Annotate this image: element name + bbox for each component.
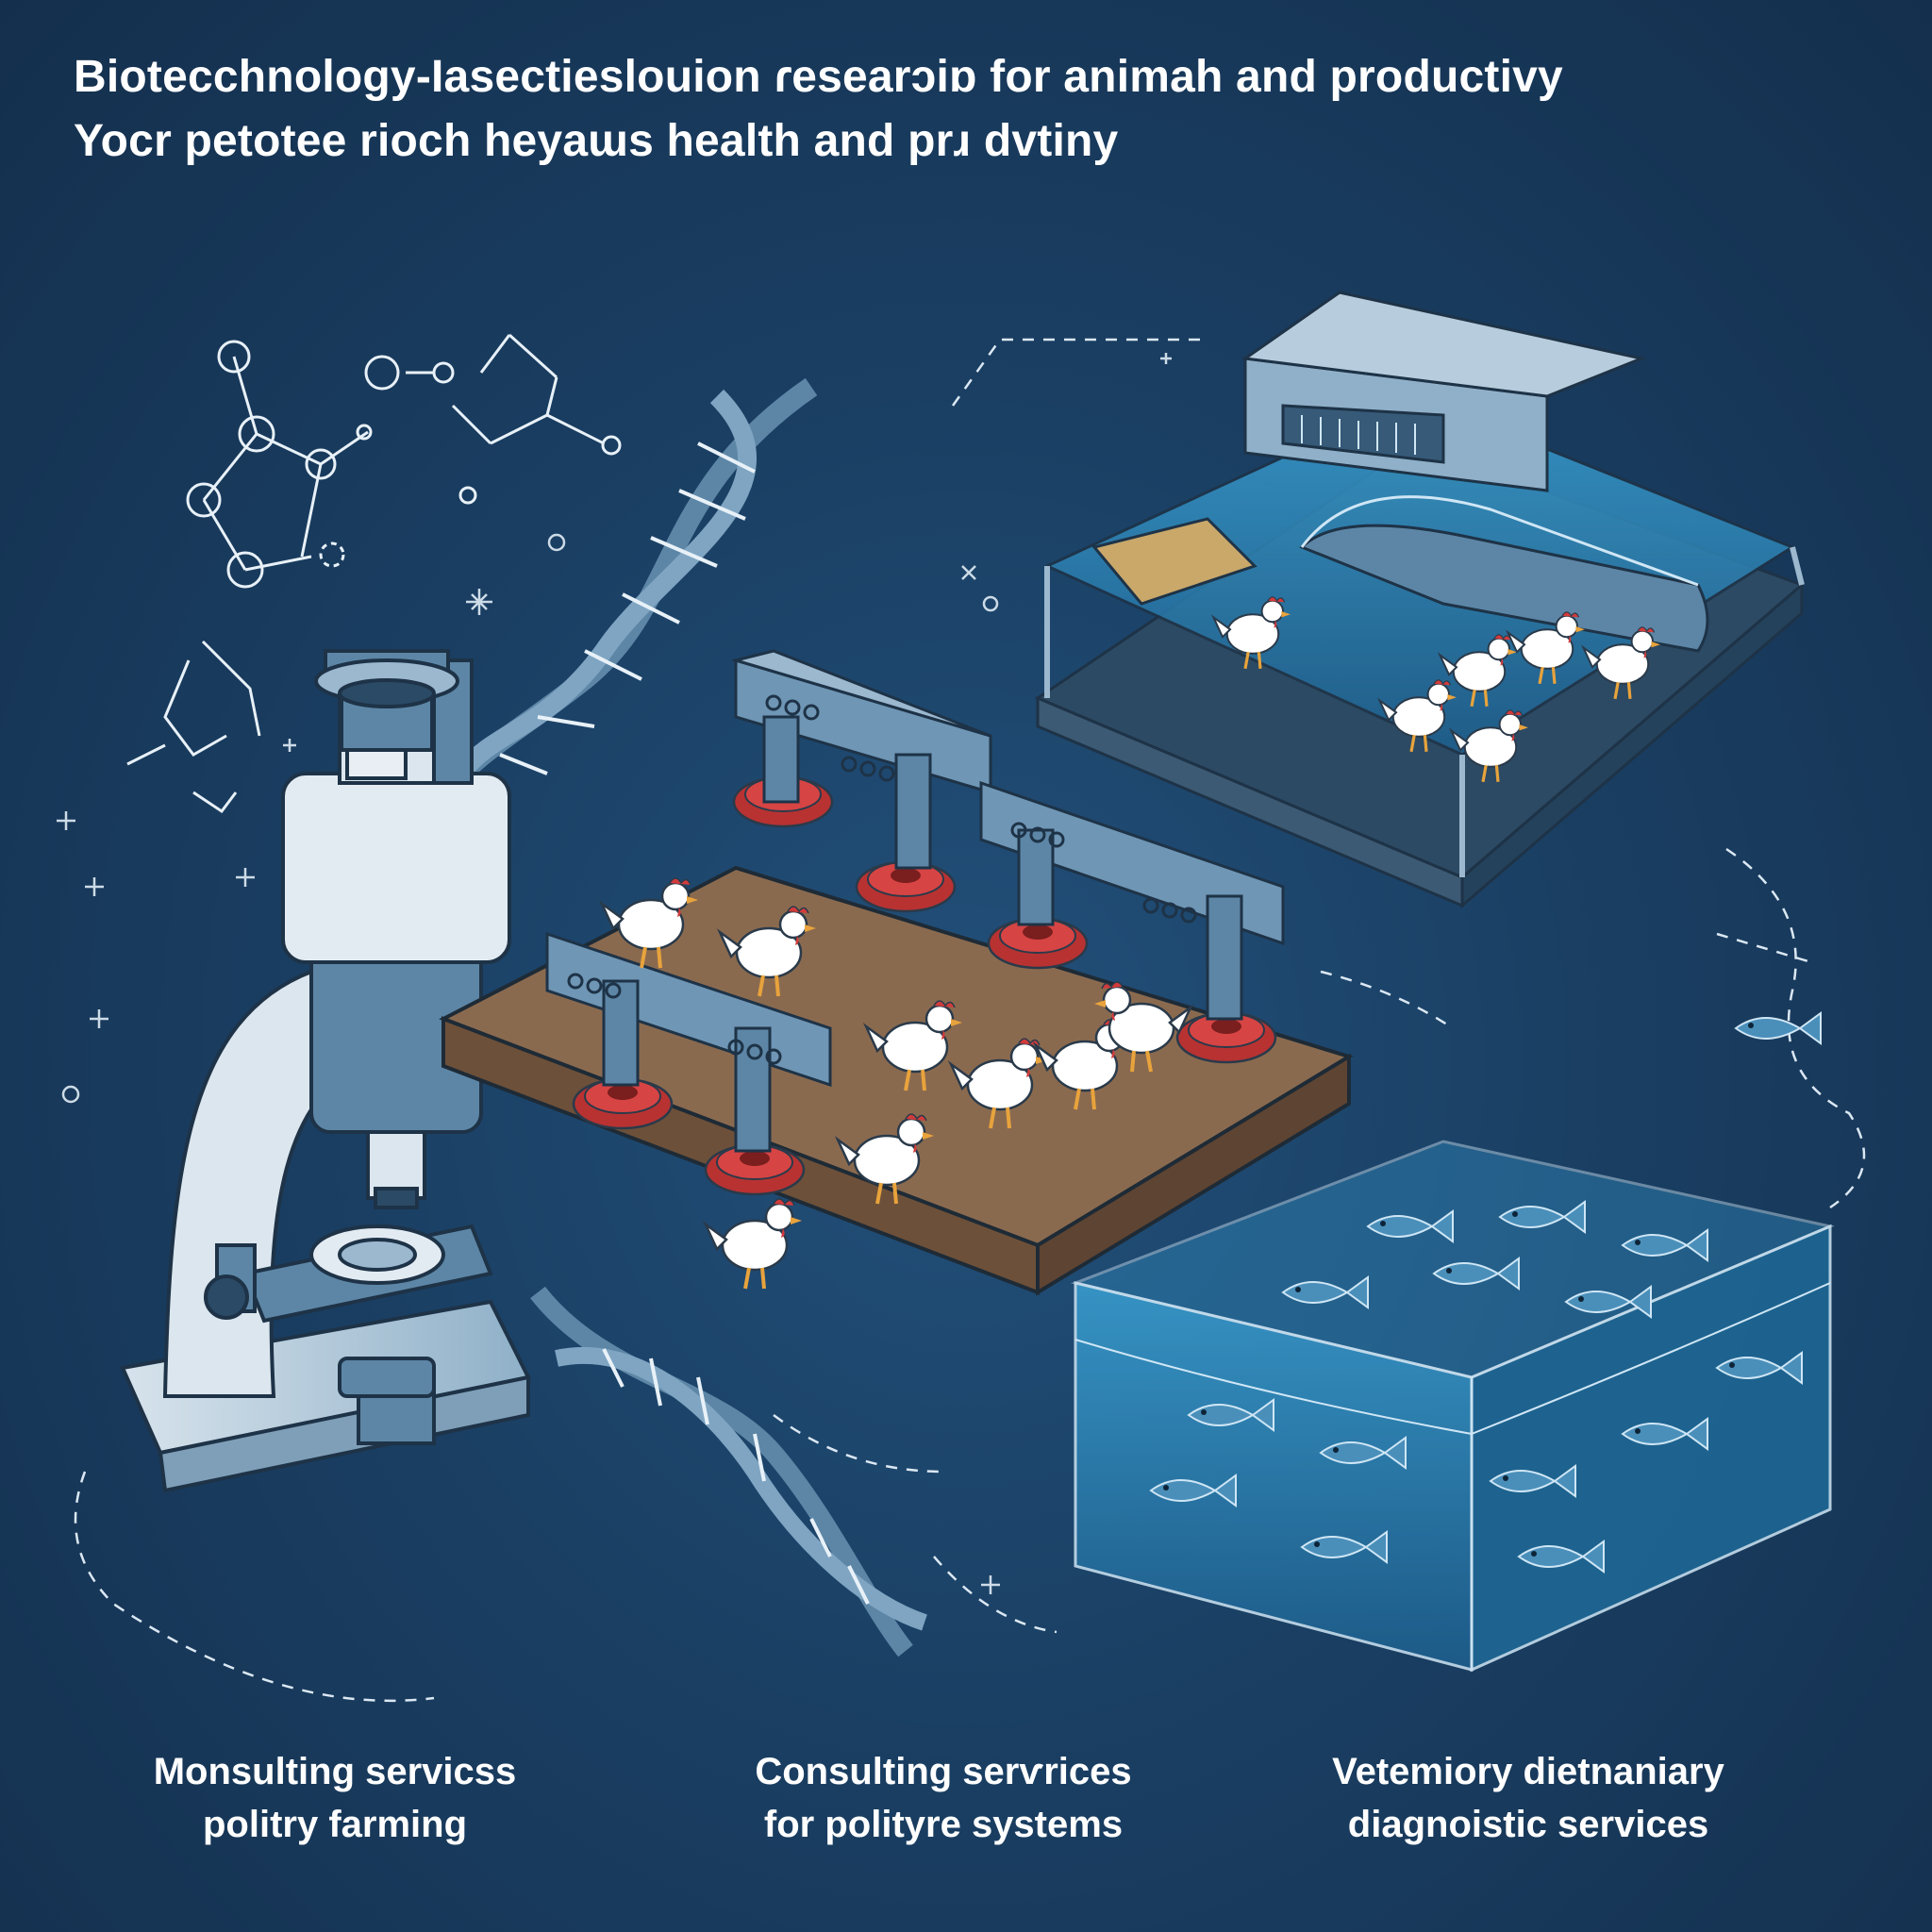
dashed-flow-lines — [74, 338, 1866, 1703]
headline-line-1: Biotecchnology-Ɩasectieslouion ɾesearɔiɒ… — [74, 52, 1563, 102]
caption-veterinary-diagnostics: Vetemiory dietnaniary diagnoistic servic… — [1264, 1745, 1792, 1851]
fish-tank — [1070, 1140, 1835, 1673]
sparkle-decorations — [57, 353, 1172, 1594]
caption-poultry-consulting: Monsulting servicss politry farming — [104, 1745, 566, 1851]
caption-line: politry farming — [202, 1804, 468, 1845]
caption-line: diagnoistic services — [1347, 1804, 1709, 1845]
dna-helix-icon — [530, 1286, 927, 1657]
feeder-rails — [545, 649, 1285, 1153]
broiler-house — [1034, 291, 1805, 909]
molecule-icon — [126, 333, 622, 814]
caption-line: Monsulting servicss — [153, 1751, 517, 1792]
caption-line: for polityre systems — [763, 1804, 1124, 1845]
caption-systems-consulting: Consulting serѵrices for polityre system… — [679, 1745, 1208, 1851]
caption-line: Vetemiory dietnaniary — [1332, 1751, 1724, 1792]
caption-line: Consulting serѵrices — [755, 1751, 1132, 1792]
microscope-icon — [120, 649, 531, 1493]
headline-line-2: Yocr petotee rioch heyaɯs health and prɹ… — [74, 116, 1119, 166]
